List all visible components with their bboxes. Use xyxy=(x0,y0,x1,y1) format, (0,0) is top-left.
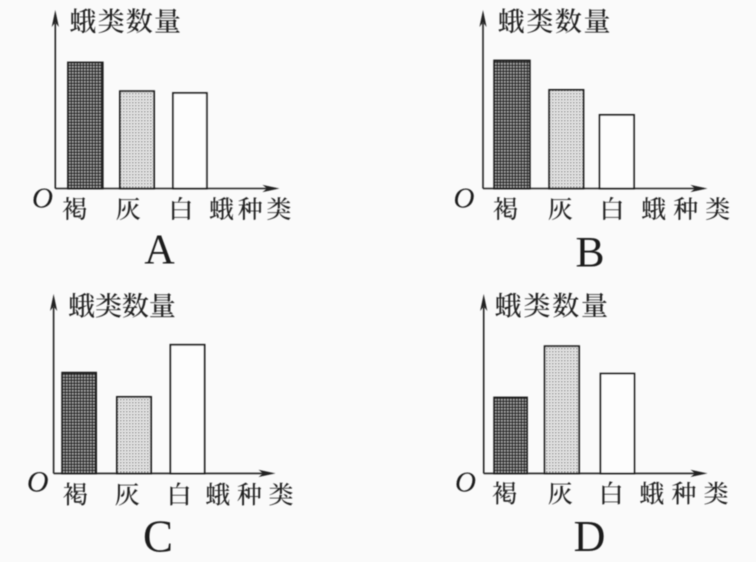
svg-text:D: D xyxy=(574,512,606,561)
svg-text:C: C xyxy=(143,512,173,562)
svg-text:O: O xyxy=(32,183,53,215)
svg-text:O: O xyxy=(455,467,476,499)
svg-text:A: A xyxy=(144,228,175,274)
svg-text:O: O xyxy=(27,466,49,499)
svg-text:O: O xyxy=(454,183,475,215)
svg-text:B: B xyxy=(575,228,604,276)
